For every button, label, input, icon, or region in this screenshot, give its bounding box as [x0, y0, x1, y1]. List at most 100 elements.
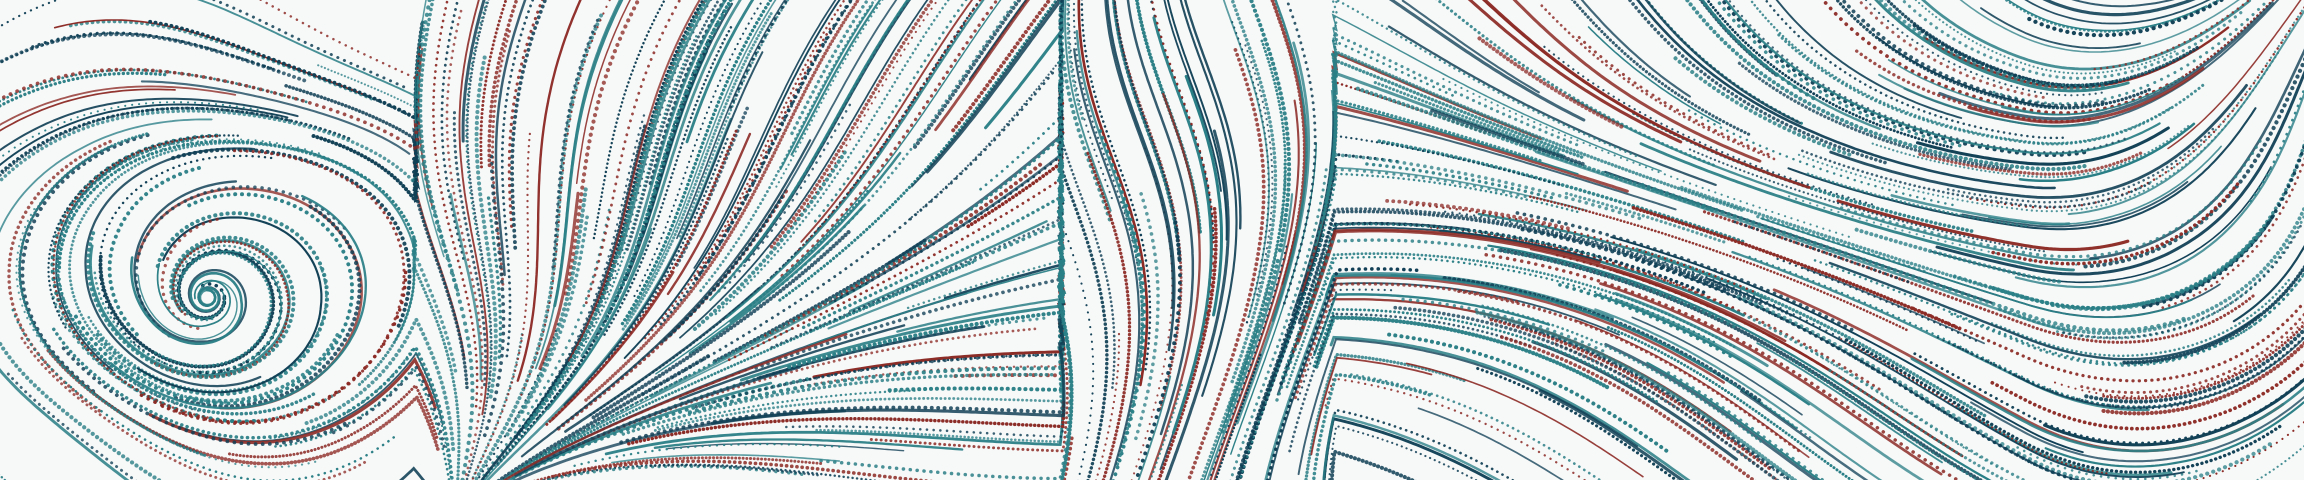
dotted-streamline	[625, 0, 721, 251]
solid-streamline	[688, 204, 865, 355]
dotted-streamline	[520, 210, 590, 414]
solid-streamline	[1487, 244, 1992, 480]
dotted-streamline	[432, 0, 479, 408]
solid-streamline	[0, 97, 299, 152]
dotted-streamline	[2083, 56, 2304, 269]
dotted-streamline	[47, 134, 244, 329]
dotted-streamline	[1476, 366, 1679, 480]
dotted-streamline	[1086, 150, 1132, 480]
dotted-streamline	[480, 110, 647, 480]
dotted-streamline	[2193, 420, 2304, 480]
dotted-streamline	[440, 0, 465, 260]
dotted-streamline	[1270, 0, 1307, 286]
solid-streamline	[0, 88, 176, 132]
dotted-streamline	[563, 0, 641, 296]
solid-streamline	[136, 216, 323, 394]
solid-streamline	[2167, 0, 2302, 150]
dotted-streamline	[1248, 0, 1292, 253]
solid-streamline	[2042, 0, 2196, 17]
dotted-streamline	[1304, 352, 1468, 480]
solid-streamline	[1179, 0, 1238, 397]
dotted-streamline	[619, 398, 1065, 445]
dotted-streamline	[1748, 0, 2173, 145]
dotted-streamline	[1839, 139, 2262, 259]
dotted-streamline	[1627, 0, 1890, 166]
dotted-streamline	[524, 0, 709, 428]
dotted-streamline	[169, 204, 362, 409]
dotted-streamline	[1401, 297, 1606, 353]
dotted-streamline	[1570, 0, 1751, 136]
solid-streamline	[1874, 0, 2130, 93]
dotted-streamline	[1820, 0, 2173, 115]
dotted-streamline	[1481, 304, 1766, 446]
dotted-streamline	[1834, 0, 2154, 110]
dotted-streamline	[465, 0, 493, 480]
dotted-streamline	[547, 435, 1074, 480]
dotted-streamline	[669, 192, 786, 337]
solid-streamline	[1152, 16, 1213, 435]
dotted-streamline	[1991, 227, 2265, 311]
dotted-streamline	[1913, 352, 2304, 445]
dotted-streamline	[2062, 220, 2304, 339]
dotted-streamline	[500, 259, 978, 480]
solid-streamline	[156, 262, 231, 328]
dotted-streamline	[1839, 338, 2109, 475]
solid-streamline	[1297, 229, 1787, 344]
dotted-streamline	[1385, 199, 1575, 232]
dotted-streamline	[621, 372, 1055, 436]
dotted-streamline	[452, 105, 488, 387]
solid-streamline	[1594, 308, 1883, 480]
solid-streamline	[534, 0, 621, 370]
solid-streamline	[1595, 293, 1810, 406]
solid-streamline	[1877, 37, 2056, 108]
solid-streamline	[934, 0, 1030, 132]
solid-streamline	[0, 103, 289, 167]
dotted-streamline	[56, 139, 206, 414]
solid-streamline	[1970, 395, 2304, 463]
solid-streamline	[1959, 0, 2240, 53]
dotted-streamline	[770, 21, 1065, 349]
dotted-streamline	[1316, 152, 1648, 235]
solid-streamline	[550, 270, 675, 422]
solid-streamline	[458, 0, 489, 416]
dotted-streamline	[1673, 56, 1856, 158]
dotted-streamline	[18, 131, 207, 457]
dotted-streamline	[1737, 61, 2014, 171]
solid-streamline	[133, 180, 248, 343]
solid-streamline	[1616, 298, 1925, 480]
dotted-streamline	[729, 0, 790, 109]
solid-streamline	[2089, 48, 2304, 260]
solid-streamline	[709, 0, 909, 302]
solid-streamline	[1324, 274, 1713, 373]
dotted-streamline	[474, 52, 498, 399]
dotted-streamline	[50, 324, 454, 480]
solid-streamline	[1388, 0, 1586, 122]
solid-streamline	[1829, 83, 2248, 199]
dotted-streamline	[1555, 253, 1831, 372]
dotted-streamline	[1134, 214, 1182, 480]
solid-streamline	[1163, 0, 1222, 192]
solid-streamline	[1910, 357, 2304, 453]
dotted-streamline	[326, 364, 446, 448]
dotted-streamline	[210, 0, 411, 91]
solid-streamline	[1481, 0, 1679, 137]
solid-streamline	[1183, 0, 1242, 230]
dotted-streamline	[1095, 332, 1121, 480]
dotted-streamline	[887, 288, 1067, 393]
dotted-streamline	[1736, 294, 2274, 480]
dotted-streamline	[1540, 4, 1779, 162]
dotted-streamline	[1489, 317, 1774, 472]
solid-streamline	[1599, 282, 1943, 476]
dotted-streamline	[1918, 150, 2145, 176]
dotted-streamline	[86, 231, 296, 380]
solid-streamline	[1644, 0, 1801, 125]
dotted-streamline	[1731, 308, 2027, 480]
dotted-streamline	[418, 0, 460, 292]
dotted-streamline	[1365, 162, 1558, 201]
dotted-streamline	[2080, 312, 2304, 395]
solid-streamline	[2067, 9, 2304, 216]
solid-streamline	[1890, 194, 2071, 226]
dotted-streamline	[1998, 49, 2193, 87]
